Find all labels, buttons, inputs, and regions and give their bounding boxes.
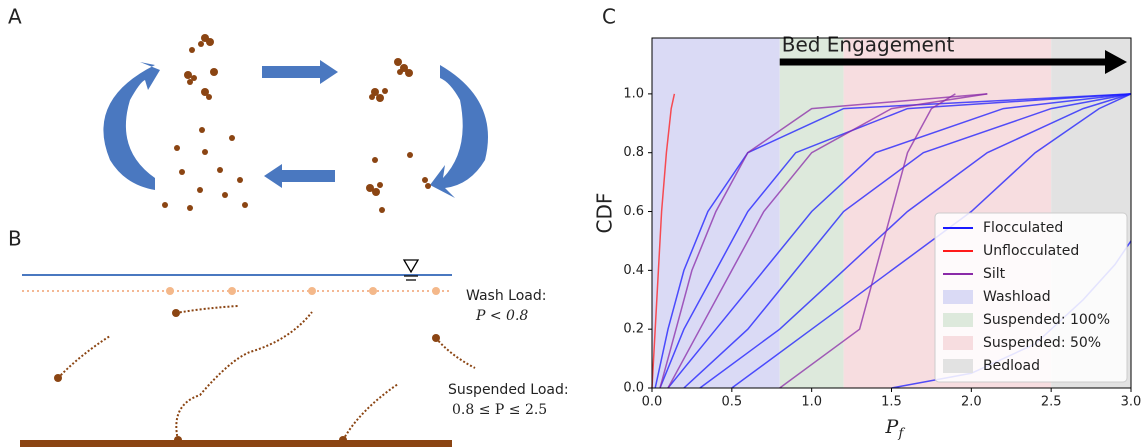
y-axis-label: CDF xyxy=(593,193,617,234)
cdf-line xyxy=(779,93,956,389)
cdf-line xyxy=(731,93,1132,389)
x-tick-label: 0.5 xyxy=(721,395,742,410)
legend-swatch xyxy=(943,313,973,327)
x-tick-label: 0.0 xyxy=(642,395,663,410)
flocculation-cycle xyxy=(103,60,488,198)
cdf-chart: Bed Engagement 0.0 0.5 1.0 1.5 2.0 2.5 3.0 0.0 0.… xyxy=(593,33,1142,442)
cdf-line xyxy=(667,93,1132,389)
annotation-arrowhead xyxy=(1105,50,1127,74)
region xyxy=(779,38,844,388)
cdf-line xyxy=(683,93,1132,389)
cdf-line xyxy=(654,93,1132,389)
legend-box xyxy=(934,212,1128,383)
legend-label: Flocculated xyxy=(983,220,1063,236)
x-tick-label: 2.5 xyxy=(1041,395,1062,410)
legend-label: Washload xyxy=(983,289,1051,305)
x-tick-label: 2.0 xyxy=(961,395,982,410)
x-tick-label: 3.0 xyxy=(1121,395,1142,410)
cdf-line xyxy=(651,93,676,389)
legend-swatch xyxy=(943,290,973,304)
legend-label: Silt xyxy=(983,266,1006,282)
suspended-load-condition: 0.8 ≤ P ≤ 2.5 xyxy=(452,402,547,418)
cdf-line xyxy=(699,93,1132,389)
cdf-line xyxy=(659,93,988,389)
particles xyxy=(162,34,431,213)
cdf-line xyxy=(667,93,988,389)
y-tick-label: 0.4 xyxy=(623,263,644,278)
cdf-line xyxy=(659,93,1132,389)
y-tick-label: 0.0 xyxy=(623,381,644,396)
x-axis-label: P xyxy=(885,416,900,438)
panel-label: B xyxy=(8,227,22,251)
panel-label: C xyxy=(602,5,616,29)
y-tick-label: 0.6 xyxy=(623,204,644,219)
legend-label: Bedload xyxy=(983,358,1040,374)
x-tick-label: 1.5 xyxy=(881,395,902,410)
legend-label: Suspended: 50% xyxy=(983,335,1101,351)
y-tick-label: 1.0 xyxy=(623,86,644,101)
wash-load-condition: P < 0.8 xyxy=(475,308,528,324)
legend-label: Unflocculated xyxy=(983,243,1079,259)
x-tick-label: 1.0 xyxy=(801,395,822,410)
legend-swatch xyxy=(943,359,973,373)
legend-label: Suspended: 100% xyxy=(983,312,1110,328)
suspended-load-title: Suspended Load: xyxy=(448,382,569,398)
panel-label: A xyxy=(8,5,22,29)
annotation: Bed Engagement xyxy=(782,33,955,57)
y-tick-label: 0.8 xyxy=(623,145,644,160)
x-axis-label-sub: f xyxy=(898,427,906,442)
y-tick-label: 0.2 xyxy=(623,322,644,337)
legend-swatch xyxy=(943,336,973,350)
transport-diagram xyxy=(20,259,476,447)
wash-load-title: Wash Load: xyxy=(466,288,546,304)
